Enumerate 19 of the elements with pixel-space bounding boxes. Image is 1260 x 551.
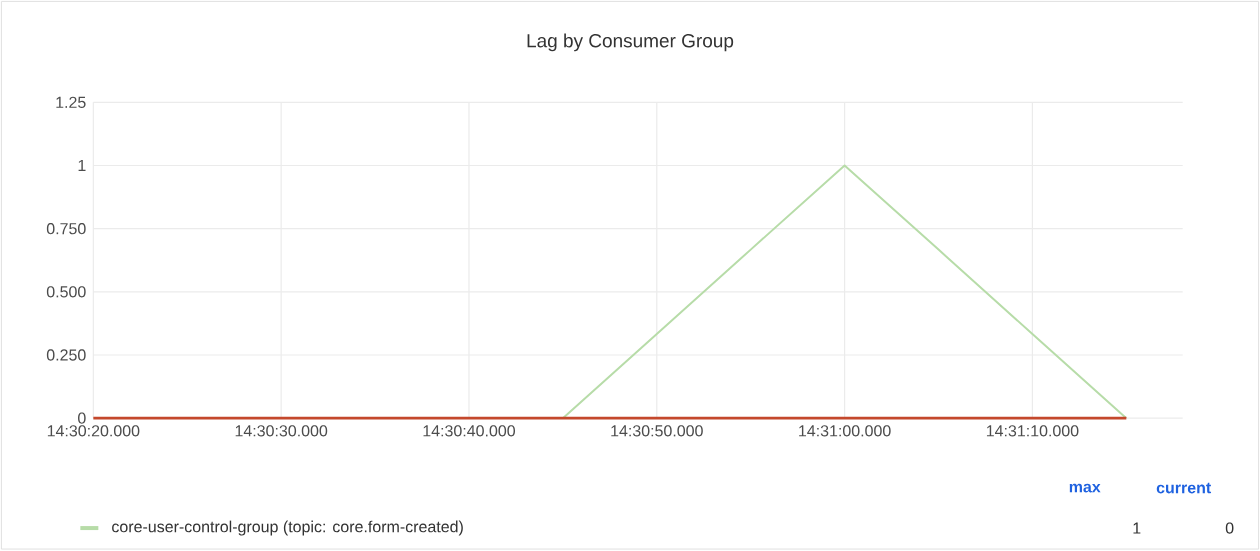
x-tick-label: 14:30:50.000 — [611, 424, 703, 437]
line-series — [561, 164, 1128, 419]
y-tick-label: 1 — [78, 159, 86, 171]
x-tick-label: 14:30:20.000 — [47, 424, 140, 437]
text: current — [1156, 482, 1212, 494]
x-tick-label: 14:31:10.000 — [986, 424, 1079, 437]
text: 1 — [1133, 522, 1141, 534]
y-tick-label: 0.750 — [46, 222, 86, 235]
chart-title: Lag by Consumer Group — [527, 33, 734, 52]
legend-label: core-user-control-group (topic: core.form-created) — [112, 520, 463, 536]
text: 0 — [1225, 522, 1234, 534]
y-tick-label: 1.25 — [56, 96, 86, 108]
y-tick-label: 0 — [78, 412, 86, 424]
x-tick-label: 14:30:40.000 — [423, 424, 516, 437]
y-tick-label: 0.250 — [46, 349, 86, 361]
x-tick-label: 14:31:00.000 — [799, 424, 891, 437]
x-tick-label: 14:30:30.000 — [235, 424, 328, 437]
y-tick-label: 0.500 — [46, 285, 86, 298]
text: max — [1069, 483, 1101, 493]
